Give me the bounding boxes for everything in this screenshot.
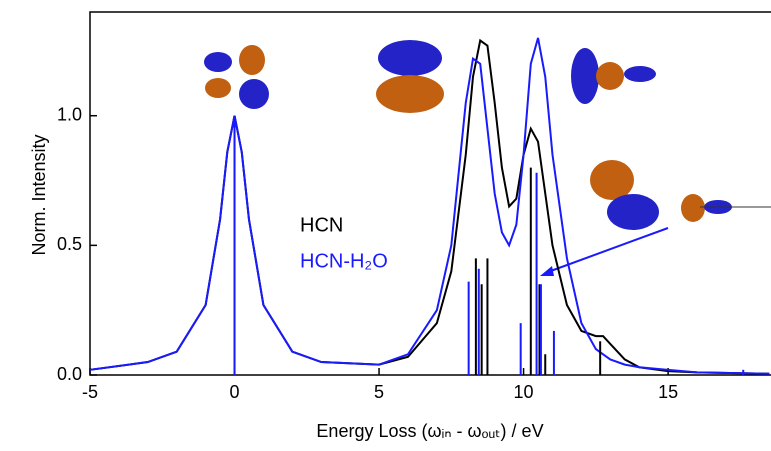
- x-tick-label: 10: [514, 382, 534, 402]
- y-tick-label: 0.5: [57, 234, 82, 254]
- axis-frame: [89, 11, 771, 376]
- arrow-head: [540, 266, 554, 276]
- legend-label: HCN-H₂O: [300, 250, 388, 272]
- orbital: [378, 40, 442, 76]
- y-tick-label: 1.0: [57, 104, 82, 124]
- orbital-icons: [204, 40, 771, 276]
- orbital: [376, 75, 444, 113]
- orbital: [239, 79, 269, 109]
- orbital: [571, 48, 599, 104]
- x-tick-label: 15: [658, 382, 678, 402]
- x-tick-label: 5: [374, 382, 384, 402]
- orbital: [596, 62, 624, 90]
- orbital: [590, 160, 634, 200]
- orbital: [205, 78, 231, 98]
- orbital: [239, 45, 265, 75]
- orbital: [607, 194, 659, 230]
- legend-label: HCN: [300, 214, 343, 236]
- orbital: [681, 194, 705, 222]
- x-tick-label: -5: [82, 382, 98, 402]
- orbital: [624, 66, 656, 82]
- x-axis-label: Energy Loss (ωᵢₙ - ωₒᵤₜ) / eV: [316, 421, 543, 441]
- y-axis-label: Norm. Intensity: [29, 134, 49, 255]
- y-tick-label: 0.0: [57, 364, 82, 384]
- orbital: [204, 52, 232, 72]
- x-tick-label: 0: [230, 382, 240, 402]
